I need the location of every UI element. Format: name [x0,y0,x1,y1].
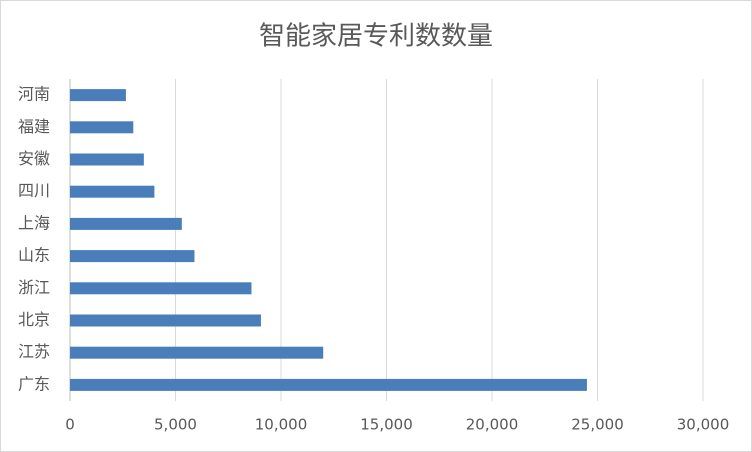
y-tick-label: 浙江 [18,278,50,297]
y-tick-label: 上海 [18,213,50,232]
y-tick-label: 北京 [18,310,50,329]
x-tick-label: 10,000 [255,416,308,434]
x-tick-label: 0 [65,416,75,434]
x-tick-label: 20,000 [466,416,519,434]
bar [70,185,155,198]
bar [70,121,134,134]
y-tick-label: 福建 [18,117,50,136]
x-tick-label: 30,000 [677,416,730,434]
chart-title: 智能家居专利数数量 [259,22,493,52]
bar [70,217,182,230]
bar [70,153,144,166]
bar [70,282,252,295]
y-tick-label: 山东 [18,246,50,265]
bar [70,346,324,359]
bar [70,314,261,327]
x-tick-label: 15,000 [360,416,413,434]
y-tick-label: 广东 [18,374,50,393]
bar [70,89,126,102]
bar [70,250,195,263]
y-tick-label: 江苏 [18,342,50,361]
y-tick-label: 四川 [18,181,50,200]
y-tick-label: 河南 [18,85,50,104]
x-tick-label: 5,000 [154,416,197,434]
x-tick-label: 25,000 [571,416,624,434]
bar [70,378,587,391]
y-tick-label: 安徽 [18,149,50,168]
